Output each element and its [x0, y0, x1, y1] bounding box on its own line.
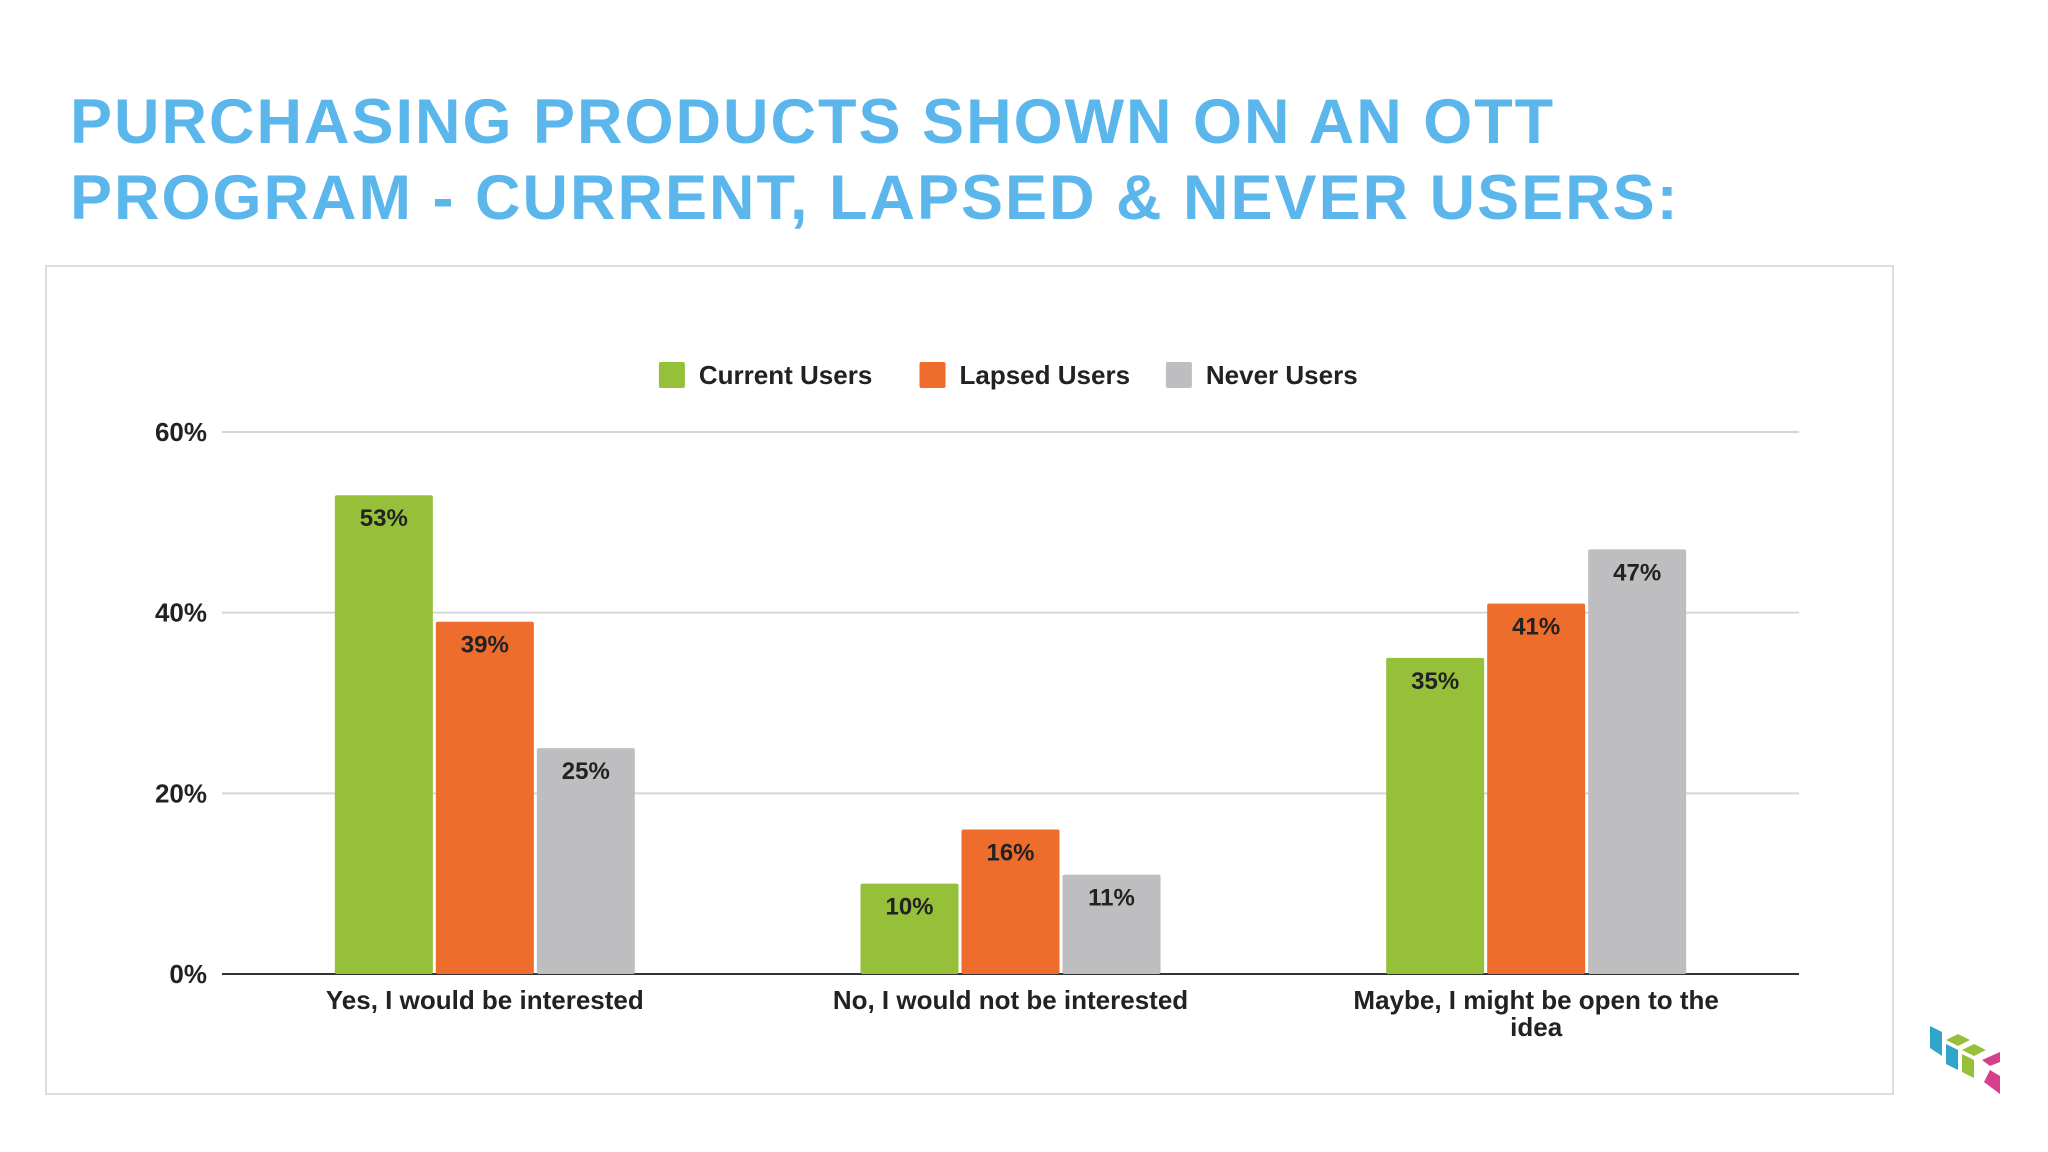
bar-never-users	[536, 748, 635, 974]
y-tick-label: 40%	[155, 598, 207, 628]
legend: Current Users Lapsed Users Never Users	[658, 360, 1358, 390]
bar-lapsed-users	[435, 621, 534, 974]
legend-label: Current Users	[699, 360, 872, 390]
bars	[334, 495, 1687, 974]
bar-current-users	[334, 495, 433, 974]
data-label: 16%	[986, 839, 1034, 866]
x-axis-ticks: Yes, I would be interested No, I would no…	[326, 985, 1719, 1042]
data-label: 10%	[885, 894, 933, 921]
data-label: 35%	[1411, 668, 1459, 695]
data-label: 47%	[1613, 559, 1661, 586]
slide-title-line-2: PROGRAM - CURRENT, LAPSED & NEVER USERS:	[70, 163, 1680, 233]
cube-logo-icon	[1930, 1026, 2000, 1094]
y-tick-label: 20%	[155, 778, 207, 808]
data-label: 53%	[360, 505, 408, 532]
x-tick-label: Maybe, I might be open to the idea	[1353, 985, 1718, 1042]
chart-frame: 0% 20% 40% 60% 53% 39% 25% 10% 16% 11% 35% 41% 47% …	[45, 265, 1894, 1095]
x-tick-label: Yes, I would be interested	[326, 985, 644, 1015]
slide-title: PURCHASING PRODUCTS SHOWN ON AN OTT PROG…	[70, 84, 1920, 236]
y-tick-label: 0%	[169, 959, 207, 989]
legend-label: Lapsed Users	[960, 360, 1131, 390]
bar-current-users	[860, 883, 959, 974]
y-tick-label: 60%	[155, 417, 207, 447]
legend-swatch	[1165, 362, 1192, 388]
bar-never-users	[1062, 874, 1161, 974]
bar-lapsed-users	[1487, 603, 1586, 974]
data-label: 41%	[1512, 614, 1560, 641]
bar-chart: 0%20%40%60% 53%39%25%10%16%11%35%41%47% …	[155, 360, 1799, 1042]
slide-title-line-1: PURCHASING PRODUCTS SHOWN ON AN OTT	[70, 87, 1556, 157]
bar-lapsed-users	[961, 829, 1060, 974]
x-tick-label: No, I would not be interested	[833, 985, 1188, 1015]
legend-label: Never Users	[1206, 360, 1358, 390]
bar-never-users	[1588, 549, 1687, 974]
y-axis-ticks: 0% 20% 40% 60%	[155, 417, 207, 989]
data-label: 25%	[562, 758, 610, 785]
legend-swatch	[919, 362, 946, 388]
data-labels: 53% 39% 25% 10% 16% 11% 35% 41% 47%	[360, 505, 1661, 920]
bar-current-users	[1386, 657, 1485, 974]
data-label: 11%	[1088, 885, 1135, 912]
legend-swatch	[658, 362, 685, 388]
data-label: 39%	[461, 632, 509, 659]
